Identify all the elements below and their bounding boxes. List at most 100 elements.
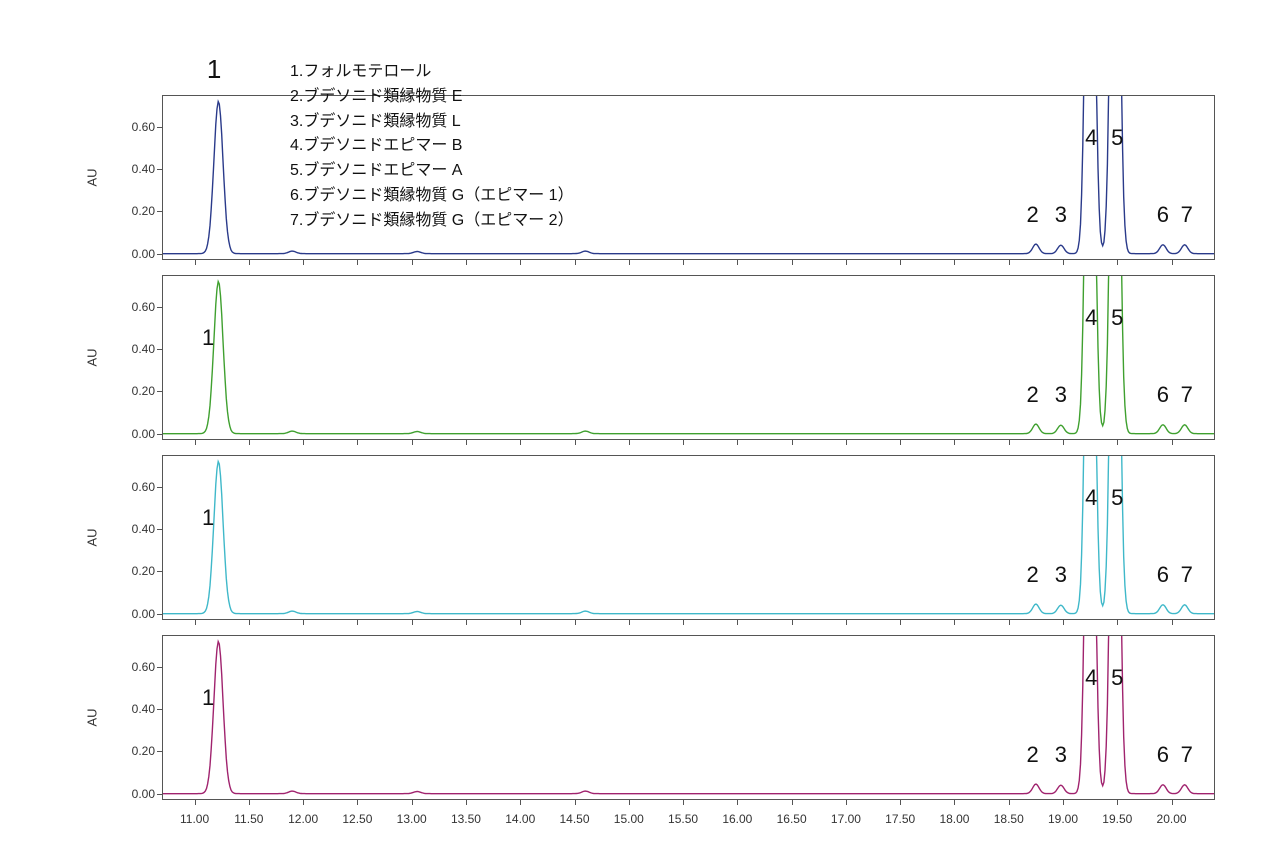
peak-label: 5: [1111, 485, 1123, 511]
x-tick-mark: [466, 800, 467, 805]
x-tick-mark: [629, 800, 630, 805]
y-tick-label: 0.20: [107, 204, 155, 218]
x-tick-mark: [846, 260, 847, 265]
peak-label: 4: [1085, 125, 1097, 151]
x-tick-label: 19.00: [1048, 812, 1078, 826]
peak-label: 7: [1181, 202, 1193, 228]
x-tick-mark: [412, 800, 413, 805]
legend-item: 4.ブデソニドエピマー B: [290, 134, 574, 159]
x-tick-mark: [1172, 620, 1173, 625]
x-tick-mark: [520, 800, 521, 805]
x-tick-label: 17.00: [831, 812, 861, 826]
chromatogram-panel: [162, 635, 1215, 800]
y-tick-label: 0.00: [107, 427, 155, 441]
x-tick-mark: [1117, 440, 1118, 445]
peak-label: 4: [1085, 665, 1097, 691]
x-tick-mark: [792, 800, 793, 805]
x-tick-mark: [737, 620, 738, 625]
x-tick-mark: [412, 440, 413, 445]
x-tick-mark: [954, 800, 955, 805]
peak-label: 6: [1157, 202, 1169, 228]
x-tick-mark: [1009, 440, 1010, 445]
legend-item: 3.ブデソニド類縁物質 L: [290, 110, 574, 135]
x-tick-mark: [1117, 620, 1118, 625]
x-tick-mark: [1009, 620, 1010, 625]
x-tick-mark: [954, 440, 955, 445]
x-tick-label: 18.00: [939, 812, 969, 826]
x-tick-label: 14.00: [505, 812, 535, 826]
y-tick-label: 0.60: [107, 480, 155, 494]
x-tick-mark: [900, 440, 901, 445]
x-tick-mark: [303, 800, 304, 805]
y-tick-label: 0.00: [107, 607, 155, 621]
x-tick-mark: [846, 440, 847, 445]
x-tick-mark: [249, 440, 250, 445]
peak-label: 2: [1026, 562, 1038, 588]
x-tick-mark: [1172, 260, 1173, 265]
x-tick-mark: [520, 620, 521, 625]
y-tick-label: 0.60: [107, 300, 155, 314]
x-tick-mark: [466, 440, 467, 445]
x-tick-label: 13.00: [397, 812, 427, 826]
x-tick-mark: [792, 260, 793, 265]
y-tick-label: 0.40: [107, 522, 155, 536]
peak-label: 2: [1026, 382, 1038, 408]
y-axis-label: AU: [85, 697, 100, 737]
x-tick-label: 15.00: [614, 812, 644, 826]
peak-label: 3: [1055, 202, 1067, 228]
y-axis-label: AU: [85, 157, 100, 197]
legend-item: 1.フォルモテロール: [290, 60, 574, 85]
peak-label: 1: [202, 505, 214, 531]
peak-label: 6: [1157, 382, 1169, 408]
x-tick-label: 19.50: [1102, 812, 1132, 826]
x-tick-mark: [629, 620, 630, 625]
peak-label: 1: [202, 685, 214, 711]
y-tick-label: 0.20: [107, 384, 155, 398]
x-tick-mark: [1009, 800, 1010, 805]
peak-label: 7: [1181, 562, 1193, 588]
x-tick-mark: [1063, 440, 1064, 445]
x-tick-mark: [520, 440, 521, 445]
peak-label: 6: [1157, 742, 1169, 768]
x-tick-mark: [357, 260, 358, 265]
x-tick-mark: [303, 260, 304, 265]
peak-label: 5: [1111, 125, 1123, 151]
x-tick-mark: [575, 620, 576, 625]
x-tick-mark: [683, 260, 684, 265]
x-tick-mark: [195, 800, 196, 805]
peak-label: 6: [1157, 562, 1169, 588]
x-tick-mark: [1117, 260, 1118, 265]
x-tick-mark: [195, 260, 196, 265]
peak-label: 1: [207, 54, 221, 85]
y-tick-label: 0.00: [107, 787, 155, 801]
x-tick-mark: [249, 800, 250, 805]
x-tick-label: 13.50: [451, 812, 481, 826]
legend-item: 2.ブデソニド類縁物質 E: [290, 85, 574, 110]
x-tick-mark: [1117, 800, 1118, 805]
x-tick-mark: [792, 620, 793, 625]
x-tick-mark: [412, 620, 413, 625]
peak-label: 2: [1026, 202, 1038, 228]
x-tick-label: 20.00: [1157, 812, 1187, 826]
x-tick-mark: [792, 440, 793, 445]
x-tick-label: 17.50: [885, 812, 915, 826]
x-tick-mark: [683, 800, 684, 805]
legend-item: 6.ブデソニド類縁物質 G（エピマー 1）: [290, 184, 574, 209]
x-tick-mark: [683, 620, 684, 625]
x-tick-mark: [303, 620, 304, 625]
y-tick-label: 0.20: [107, 744, 155, 758]
y-tick-label: 0.40: [107, 702, 155, 716]
x-tick-mark: [249, 620, 250, 625]
x-tick-label: 12.00: [288, 812, 318, 826]
x-tick-label: 12.50: [342, 812, 372, 826]
chromatogram-panel: [162, 275, 1215, 440]
x-tick-label: 18.50: [994, 812, 1024, 826]
y-axis-label: AU: [85, 337, 100, 377]
x-tick-mark: [520, 260, 521, 265]
y-tick-label: 0.40: [107, 162, 155, 176]
peak-label: 7: [1181, 382, 1193, 408]
legend-item: 5.ブデソニドエピマー A: [290, 159, 574, 184]
x-tick-mark: [575, 440, 576, 445]
x-tick-mark: [683, 440, 684, 445]
peak-label: 3: [1055, 562, 1067, 588]
